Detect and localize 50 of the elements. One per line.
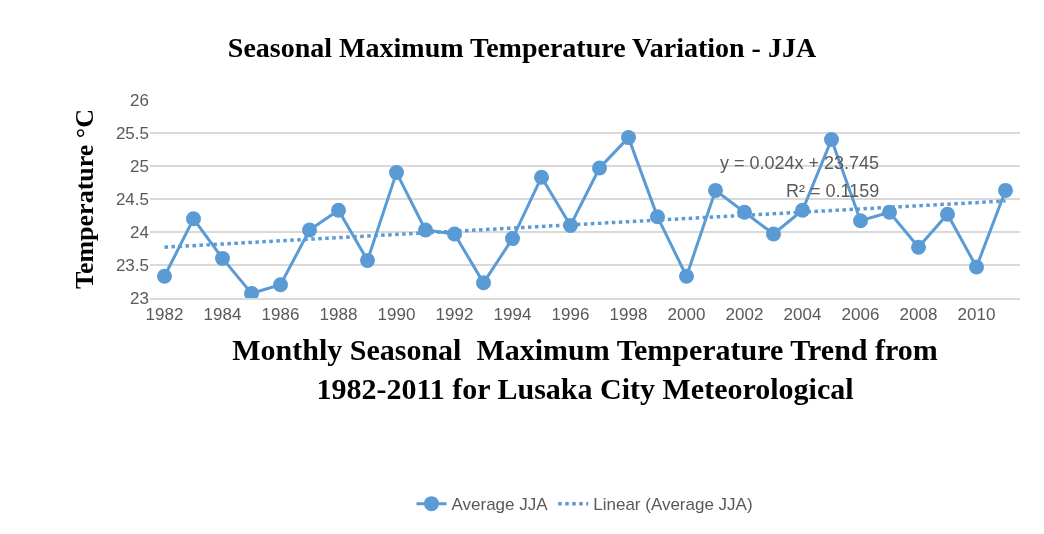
x-tick-label: 1998 [609, 305, 648, 325]
x-tick-label: 1988 [319, 305, 358, 325]
legend-label: Average JJA [451, 495, 549, 515]
x-tick-label: 1986 [261, 305, 300, 325]
point [853, 213, 868, 229]
point [824, 132, 839, 148]
point [679, 268, 694, 284]
point [621, 130, 636, 146]
point [360, 252, 375, 268]
x-tick-label: 2004 [783, 305, 822, 325]
point [766, 226, 781, 242]
x-axis-title: Monthly Seasonal Maximum Temperature Trend from 1982-2011 for Lusaka City Meteorological [232, 333, 938, 406]
point [186, 211, 201, 227]
point [708, 182, 723, 198]
point [476, 275, 491, 291]
chart-title: Seasonal Maximum Temperature Variation - JJA [227, 31, 817, 63]
y-tick-label: 25 [130, 156, 149, 176]
point [273, 277, 288, 293]
x-tick-label: 2006 [841, 305, 880, 325]
y-tick-label: 24.5 [115, 189, 149, 209]
point [940, 206, 955, 222]
x-tick-label: 1984 [203, 305, 242, 325]
point [505, 231, 520, 247]
point [157, 268, 172, 284]
x-tick-label: 2000 [667, 305, 706, 325]
point [215, 250, 230, 266]
x-tick-label: 1990 [377, 305, 416, 325]
x-tick-label: 1996 [551, 305, 590, 325]
point [592, 160, 607, 176]
point [534, 169, 549, 185]
y-axis-title: Temperature °C [70, 108, 100, 290]
y-tick-label: 25.5 [115, 123, 149, 143]
x-tick-label: 2010 [957, 305, 996, 325]
point [969, 259, 984, 275]
x-tick-label: 1994 [493, 305, 532, 325]
x-tick-label: 2008 [899, 305, 938, 325]
point [998, 182, 1013, 198]
y-tick-label: 23.5 [115, 255, 149, 275]
x-tick-label: 2002 [725, 305, 764, 325]
legend-label: Linear (Average JJA) [593, 495, 753, 515]
x-tick-label: 1982 [145, 305, 184, 325]
point [389, 165, 404, 181]
y-tick-label: 23 [130, 288, 149, 308]
point [911, 239, 926, 255]
point [302, 222, 317, 238]
y-tick-label: 24 [130, 222, 149, 242]
y-tick-label: 26 [130, 90, 149, 110]
point [244, 285, 259, 298]
x-tick-label: 1992 [435, 305, 474, 325]
point [331, 202, 346, 218]
